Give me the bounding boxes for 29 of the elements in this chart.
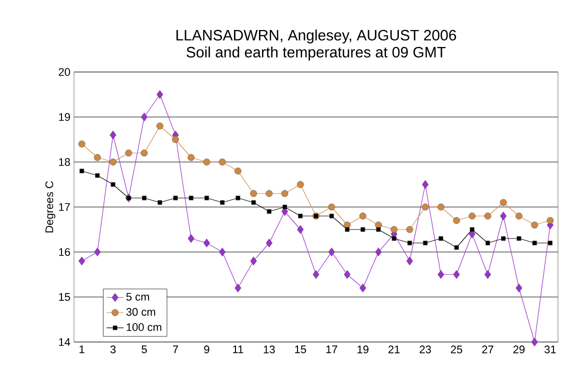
x-tick-label: 7 <box>172 346 178 354</box>
y-tick-label: 19 <box>59 113 70 121</box>
x-tick-label: 9 <box>204 346 210 354</box>
y-tick-label: 14 <box>59 338 70 346</box>
legend-label: 100 cm <box>126 323 162 332</box>
x-tick-label: 15 <box>295 346 306 354</box>
y-tick-label: 15 <box>59 293 70 301</box>
x-tick-label: 11 <box>233 346 244 354</box>
y-tick-label: 18 <box>59 158 70 166</box>
x-tick-label: 23 <box>420 346 431 354</box>
x-tick-label: 13 <box>264 346 275 354</box>
legend-label: 5 cm <box>126 292 150 301</box>
chart-title: LLANSADWRN, Anglesey, AUGUST 2006 <box>176 29 456 44</box>
x-tick-label: 27 <box>482 346 494 354</box>
x-tick-label: 25 <box>450 346 462 354</box>
y-axis-title: Degrees C <box>45 181 56 232</box>
x-tick-label: 31 <box>544 346 556 354</box>
y-tick-label: 20 <box>58 68 70 76</box>
x-tick-label: 17 <box>326 346 338 354</box>
y-tick-label: 16 <box>59 248 70 256</box>
x-tick-label: 3 <box>110 346 116 354</box>
y-tick-label: 17 <box>59 203 70 211</box>
chart-subtitle: Soil and earth temperatures at 09 GMT <box>186 46 446 60</box>
x-tick-label: 5 <box>142 346 147 354</box>
x-tick-label: 29 <box>513 346 525 354</box>
legend-label: 30 cm <box>126 308 156 316</box>
x-tick-label: 1 <box>80 346 84 354</box>
x-tick-label: 19 <box>358 346 368 354</box>
x-tick-label: 21 <box>388 346 400 354</box>
